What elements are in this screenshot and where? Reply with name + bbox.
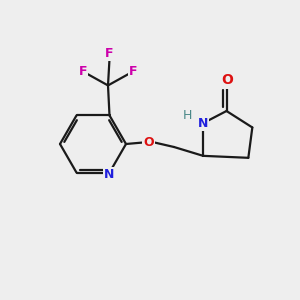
Text: F: F [129,64,137,77]
Text: O: O [143,136,154,149]
Text: H: H [183,109,192,122]
Text: N: N [104,168,115,181]
Text: N: N [198,117,208,130]
Text: F: F [79,64,87,77]
Text: O: O [221,74,233,87]
Text: F: F [105,46,114,59]
